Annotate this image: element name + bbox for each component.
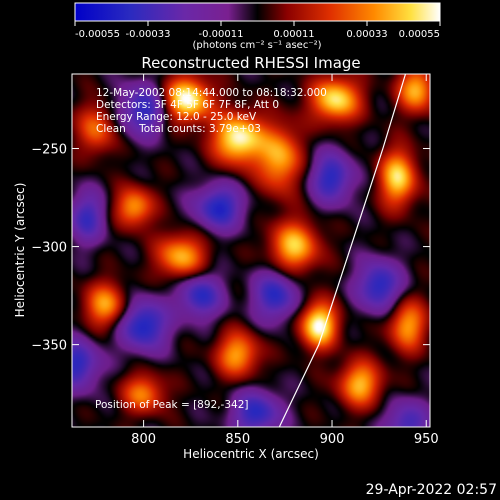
annotation-time-range: 12-May-2002 08:14:44.000 to 08:18:32.000 [96, 87, 327, 99]
colorbar-ticks: -0.00055 -0.00033 -0.00011 0.00011 0.00033 0.… [74, 21, 441, 40]
x-tick-label: 950 [414, 432, 439, 447]
annotation-energy: Energy Range: 12.0 - 25.0 keV [96, 111, 257, 123]
y-axis: −250 −300 −350 [31, 143, 430, 354]
footer-timestamp: 29-Apr-2022 02:57 [366, 482, 497, 498]
colorbar-tick-label: -0.00011 [199, 29, 244, 40]
solar-limb-line [278, 74, 407, 427]
y-axis-label: Heliocentric Y (arcsec) [13, 183, 27, 318]
y-tick-label: −250 [31, 143, 67, 158]
plot-area: 800 850 900 950 −250 −300 −350 [31, 73, 439, 447]
colorbar-tick-label: 0.00033 [346, 29, 387, 40]
colorbar: -0.00055 -0.00033 -0.00011 0.00011 0.00033 0.… [74, 2, 441, 51]
heatmap-image [72, 74, 430, 427]
x-axis-label: Heliocentric X (arcsec) [183, 447, 319, 461]
y-tick-label: −350 [31, 339, 67, 354]
colorbar-tick-label: 0.00011 [273, 29, 314, 40]
x-tick-label: 850 [225, 432, 250, 447]
annotations: 12-May-2002 08:14:44.000 to 08:18:32.000… [95, 87, 327, 411]
x-axis: 800 850 900 950 [131, 74, 439, 447]
annotation-peak-position: Position of Peak = [892,-342] [95, 399, 249, 411]
colorbar-tick-label: 0.00055 [399, 29, 440, 40]
plot-frame [71, 73, 431, 428]
y-tick-label: −300 [31, 241, 67, 256]
chart-title: Reconstructed RHESSI Image [141, 54, 360, 72]
annotation-clean: Clean Total counts: 3.79e+03 [96, 123, 261, 135]
x-tick-label: 900 [320, 432, 345, 447]
x-tick-label: 800 [131, 432, 156, 447]
colorbar-tick-label: -0.00055 [75, 29, 120, 40]
colorbar-unit-label: (photons cm⁻² s⁻¹ asec⁻²) [192, 40, 321, 51]
annotation-detectors: Detectors: 3F 4F 5F 6F 7F 8F, Att 0 [96, 99, 279, 111]
colorbar-gradient [74, 2, 441, 22]
colorbar-tick-label: -0.00033 [126, 29, 171, 40]
